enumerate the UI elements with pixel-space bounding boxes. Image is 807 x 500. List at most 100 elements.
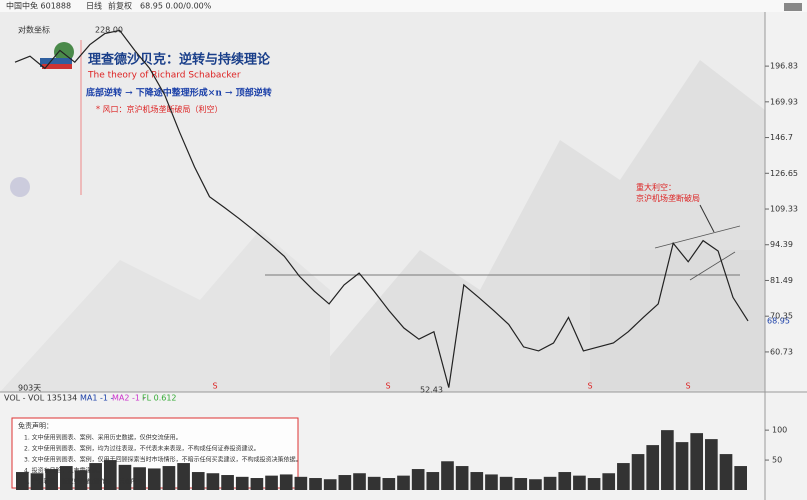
volume-bar: [558, 472, 572, 490]
volume-bar: [367, 476, 381, 490]
volume-bar: [103, 460, 117, 490]
risk-note: * 风口：京沪机场垄断破局（利空）: [96, 104, 223, 114]
disclaimer-line: 3. 文中使用到图表、案例，仅用于回顾探索当时市场情形，不暗示任何买卖建议，不构…: [24, 456, 302, 464]
volume-bar: [177, 463, 190, 490]
volume-tick-label: 100: [772, 426, 787, 435]
signal-label: S: [385, 382, 390, 391]
volume-bar: [206, 473, 220, 490]
volume-bar: [514, 478, 528, 490]
volume-bar: [133, 467, 146, 490]
period: 日线: [86, 1, 102, 11]
volume-bar: [661, 430, 674, 490]
low-label: 52.43: [420, 386, 443, 395]
signal-label: S: [212, 382, 217, 391]
volume-bar: [59, 466, 73, 490]
volume-bar: [470, 472, 484, 490]
volume-bar: [147, 468, 161, 490]
y-tick-label: 126.65: [770, 169, 798, 178]
disclaimer-title: 免责声明：: [18, 421, 53, 430]
sequence-note: 底部逆转 → 下降途中整理形成×n → 顶部逆转: [86, 87, 272, 99]
volume-bar: [382, 478, 396, 490]
mountain-bg: [0, 230, 330, 392]
high-label: 228.00: [95, 26, 123, 35]
volume-bar: [191, 472, 205, 490]
y-tick-label: 70.35: [770, 312, 793, 321]
y-tick-label: 60.73: [770, 347, 793, 356]
disclaimer-line: 1. 文中使用到图表、案例、采用历史数据，仅供交流使用。: [24, 434, 182, 442]
volume-bar: [89, 463, 102, 490]
callout-arrow: [699, 204, 715, 233]
volume-bar: [485, 474, 498, 490]
volume-bar: [617, 463, 630, 490]
volume-bar: [309, 478, 322, 490]
span-label: 903天: [18, 384, 41, 393]
volume-bar: [265, 475, 278, 490]
volume-bar: [705, 439, 718, 490]
stock-name: 中国中免 601888: [6, 1, 71, 11]
volume-bar: [30, 473, 44, 490]
subtitle: The theory of Richard Schabacker: [87, 71, 241, 81]
volume-bar: [279, 474, 293, 490]
wall-bg: [590, 250, 765, 390]
y-tick-label: 196.83: [770, 62, 798, 71]
volume-legend: MA2 -1 -: [112, 394, 146, 403]
y-tick-label: 94.39: [770, 240, 793, 249]
volume-bar: [162, 466, 176, 490]
volume-bar: [455, 466, 469, 490]
volume-bar: [294, 476, 308, 490]
volume-bar: [221, 475, 234, 490]
disclaimer-line: 2. 文中使用到图表、案例，均为过往表现，不代表未来表现，不构成任何证券投资建议…: [24, 445, 260, 453]
volume-bar: [411, 469, 425, 490]
y-tick-label: 169.93: [770, 97, 798, 106]
volume-bar: [426, 472, 440, 490]
volume-bar: [397, 475, 410, 490]
volume-bar: [734, 466, 747, 490]
volume-bar: [690, 433, 704, 490]
volume-bar: [74, 470, 88, 490]
y-tick-label: 81.49: [770, 276, 793, 285]
volume-bar: [543, 476, 557, 490]
price-line: [14, 29, 749, 388]
channel-line: [689, 251, 736, 281]
title: 理查德沙贝克：逆转与持续理论: [88, 52, 271, 68]
volume-bar: [631, 454, 645, 490]
volume-tick-label: 50: [772, 456, 782, 465]
adjust: 前复权: [108, 1, 132, 11]
volume-bar: [441, 461, 454, 490]
volume-bar: [323, 479, 337, 490]
callout-title: 重大利空：: [636, 182, 676, 192]
volume-legend: VOL - VOL 135134: [4, 394, 77, 403]
nav-button[interactable]: [10, 177, 30, 197]
y-tick-label: 146.7: [770, 133, 793, 142]
volume-bar: [602, 473, 616, 490]
volume-bar: [338, 475, 352, 490]
y-tick-label: 109.33: [770, 205, 798, 214]
quote: 68.95 0.00/0.00%: [140, 2, 212, 11]
volume-bar: [719, 454, 733, 490]
volume-bar: [499, 476, 513, 490]
disclaimer-line: 5. 严禁转载，版权归作者/原作者 • 共创所有。: [24, 478, 149, 486]
volume-bar: [353, 473, 366, 490]
window-control[interactable]: [784, 3, 802, 11]
volume-bar: [646, 445, 660, 490]
last-price: 68.95: [767, 317, 790, 326]
callout-text: 京沪机场垄断破局: [636, 193, 700, 203]
signal-label: S: [587, 382, 592, 391]
channel-line: [654, 225, 741, 249]
volume-bar: [118, 464, 132, 490]
volume-legend: MA1 -1 -: [80, 394, 114, 403]
volume-bar: [529, 479, 542, 490]
scale-mode: 对数坐标: [18, 25, 50, 35]
top-bar: [0, 0, 807, 12]
volume-bar: [573, 475, 586, 490]
signal-label: S: [685, 382, 690, 391]
volume-bar: [45, 469, 58, 490]
volume-bar: [250, 478, 264, 490]
volume-bar: [235, 476, 249, 490]
volume-bar: [16, 472, 29, 490]
volume-bar: [587, 478, 601, 490]
volume-bar: [675, 442, 689, 490]
volume-legend: FL 0.612: [142, 394, 177, 403]
disclaimer-line: 4. 投资有风险，入市需谨慎。: [24, 467, 104, 475]
